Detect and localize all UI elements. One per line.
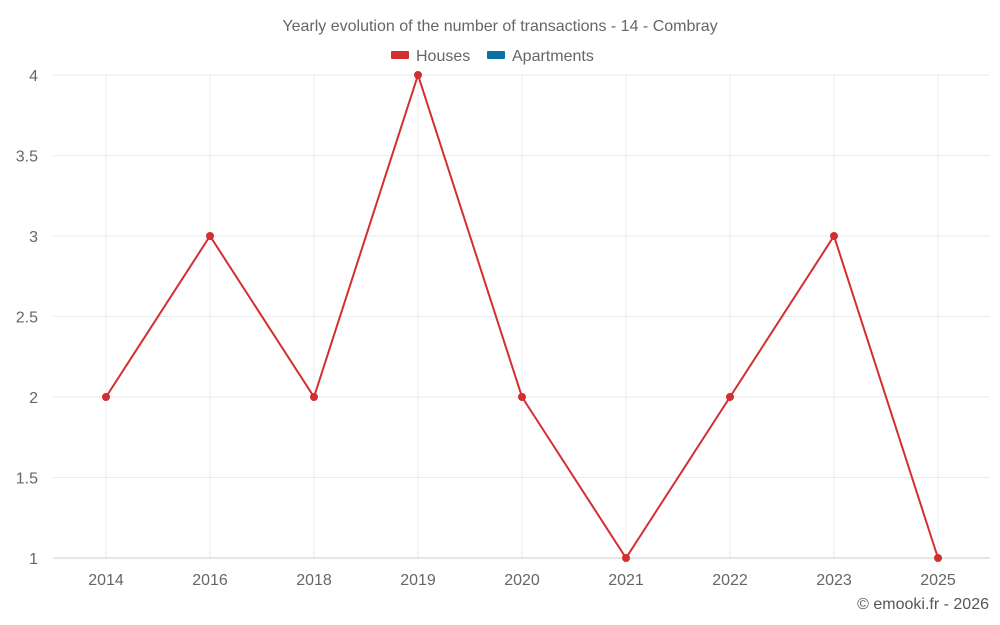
x-tick-label: 2025: [920, 572, 956, 589]
houses-point-2018[interactable]: [310, 393, 318, 401]
x-tick-label: 2019: [400, 572, 436, 589]
legend-label-houses[interactable]: Houses: [416, 48, 470, 65]
y-tick-label: 4: [29, 68, 38, 85]
x-tick-label: 2022: [712, 572, 748, 589]
x-tick-label: 2021: [608, 572, 644, 589]
y-tick-label: 1.5: [16, 471, 38, 488]
x-gridlines: [105, 75, 939, 558]
houses-point-2022[interactable]: [726, 393, 734, 401]
x-tick-label: 2014: [88, 572, 124, 589]
x-tick-label: 2023: [816, 572, 852, 589]
legend-swatch-houses[interactable]: [391, 51, 409, 59]
houses-point-2016[interactable]: [206, 232, 214, 240]
houses-point-2020[interactable]: [518, 393, 526, 401]
legend-label-apartments[interactable]: Apartments: [512, 48, 594, 65]
houses-point-2025[interactable]: [934, 554, 942, 562]
houses-point-2021[interactable]: [622, 554, 630, 562]
y-tick-label: 3: [29, 229, 38, 246]
credit-text: © emooki.fr - 2026: [857, 596, 989, 613]
y-tick-label: 2: [29, 390, 38, 407]
chart-title: Yearly evolution of the number of transa…: [282, 18, 717, 35]
series-houses: [102, 71, 942, 562]
legend: Houses Apartments: [391, 48, 594, 65]
houses-point-2019[interactable]: [414, 71, 422, 79]
houses-point-2014[interactable]: [102, 393, 110, 401]
y-axis-ticks: 1 1.5 2 2.5 3 3.5 4: [16, 68, 38, 568]
y-tick-label: 3.5: [16, 149, 38, 166]
x-tick-label: 2020: [504, 572, 540, 589]
x-tick-label: 2018: [296, 572, 332, 589]
legend-swatch-apartments[interactable]: [487, 51, 505, 59]
x-tick-label: 2016: [192, 572, 228, 589]
houses-point-2023[interactable]: [830, 232, 838, 240]
y-tick-label: 2.5: [16, 310, 38, 327]
y-tick-label: 1: [29, 551, 38, 568]
x-axis-ticks: 2014 2016 2018 2019 2020 2021 2022 2023 2025: [88, 572, 956, 589]
